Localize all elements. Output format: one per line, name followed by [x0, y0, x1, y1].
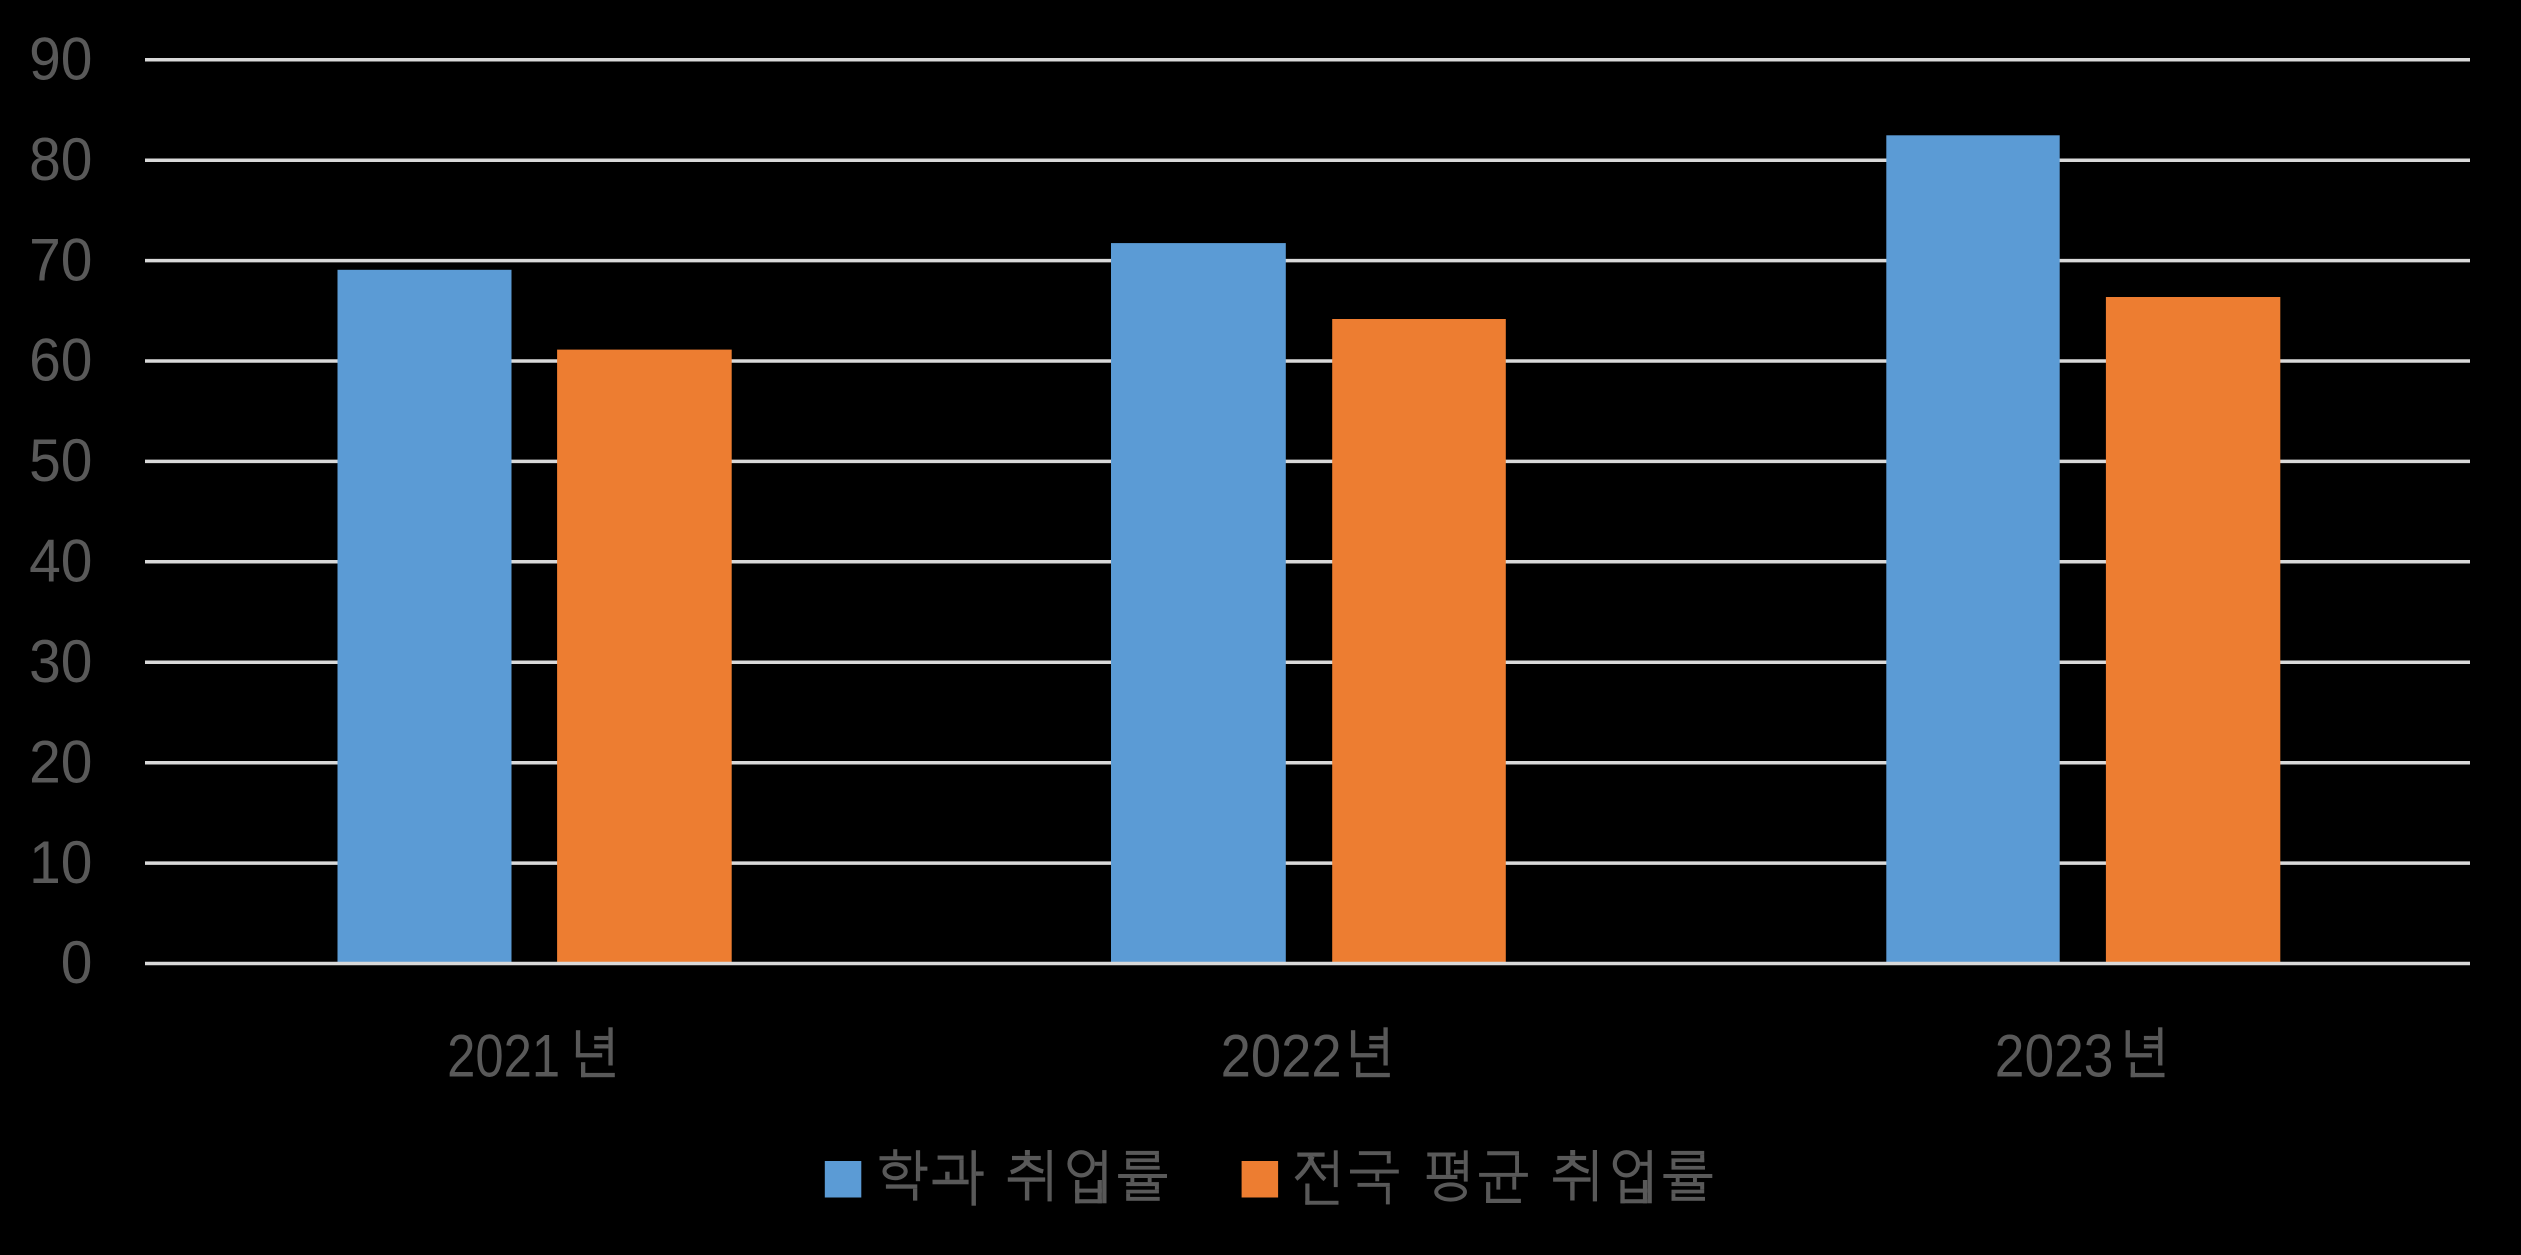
svg-text:50: 50 [29, 428, 92, 495]
svg-text:40: 40 [29, 528, 92, 595]
svg-text:70: 70 [29, 227, 92, 294]
svg-text:30: 30 [29, 628, 92, 695]
svg-text:90: 90 [29, 26, 92, 93]
svg-text:10: 10 [29, 829, 92, 896]
svg-text:0: 0 [61, 930, 93, 997]
svg-text:60: 60 [29, 327, 92, 394]
svg-text:80: 80 [29, 126, 92, 193]
svg-text:20: 20 [29, 729, 92, 796]
svg-text:2023: 2023 [1995, 1022, 2114, 1090]
svg-text:2022: 2022 [1221, 1022, 1342, 1090]
svg-text:2021: 2021 [447, 1022, 560, 1090]
